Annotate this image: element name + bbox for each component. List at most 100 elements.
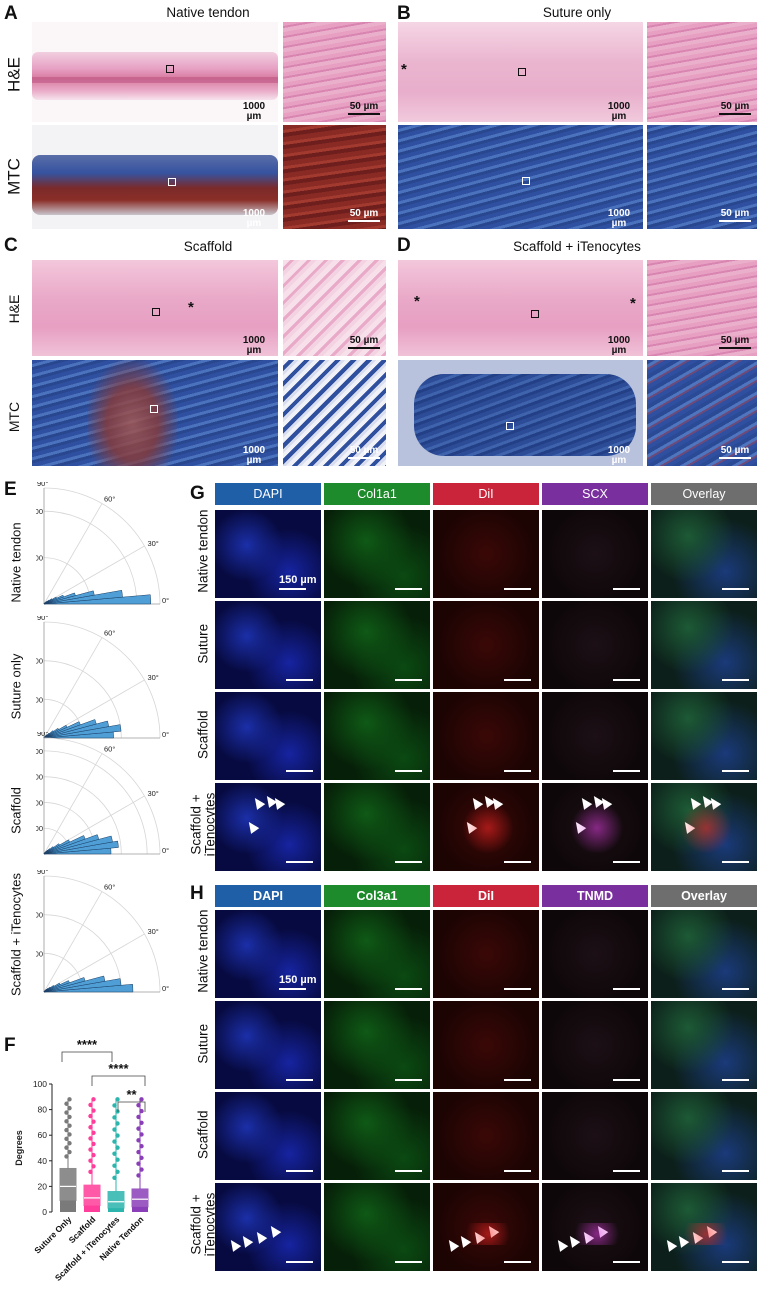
panel-label-c: C [4, 235, 18, 256]
outlier-point [88, 1102, 93, 1108]
outlier-point [139, 1167, 144, 1172]
scale-bar [286, 770, 313, 772]
lower-whisker [60, 1200, 76, 1212]
box [59, 1167, 77, 1201]
category-label: Native Tendon [97, 1214, 145, 1262]
outlier-point [91, 1130, 96, 1136]
micrograph-c-mtc-low: 1000 µm [32, 360, 278, 466]
fluorescence-image: 150 µm [215, 510, 321, 598]
grid-spoke [43, 637, 103, 739]
row-label: Suture [195, 623, 211, 664]
fluorescence-image [433, 1001, 539, 1089]
panel-title-c: Scaffold [183, 239, 233, 254]
scale-bar [395, 988, 422, 990]
grid-arc [43, 750, 148, 855]
angle-tick-label: 60° [104, 883, 115, 892]
outlier-point [91, 1108, 96, 1113]
angle-tick-label: 30° [147, 927, 158, 936]
scale-bar [722, 1261, 749, 1263]
scale-bar: 1000 µm [236, 446, 272, 466]
channel-header: Col1a1 [324, 483, 430, 505]
stain-label-c-mtc: MTC [6, 401, 22, 433]
micrograph-b-he-high: 50 µm [647, 22, 757, 122]
grid-spoke [43, 503, 103, 605]
grid-spoke [43, 891, 103, 993]
fluorescence-image [433, 510, 539, 598]
outlier-point [112, 1139, 117, 1144]
y-tick-label: 80 [38, 1105, 48, 1115]
micrograph-a-he-low: 1000 µm [32, 22, 278, 122]
micrograph-b-mtc-high: 50 µm [647, 125, 757, 229]
fluorescence-image [324, 1001, 430, 1089]
panel-title-a: Native tendon [166, 5, 250, 20]
fluorescence-image [215, 601, 321, 689]
angle-tick-label: 90° [37, 732, 48, 738]
outer-arc [43, 737, 161, 855]
box [83, 1184, 101, 1207]
micrograph-d-he-high: 50 µm [647, 260, 757, 356]
angle-tick-label: 0° [162, 984, 169, 993]
rose-group-label: Scaffold + iTenocytes [8, 873, 24, 996]
grid-arc [43, 914, 122, 993]
scale-bar [504, 770, 531, 772]
significance-label: **** [77, 1037, 98, 1052]
r-tick-label: 1000 [36, 554, 43, 563]
outlier-point [91, 1097, 96, 1102]
fluorescence-image [324, 601, 430, 689]
angle-tick-label: 90° [37, 870, 48, 876]
asterisk: * [414, 293, 420, 310]
outlier-point [67, 1149, 72, 1155]
fluorescence-image [542, 1092, 648, 1180]
outlier-point [67, 1105, 72, 1111]
fluorescence-image [542, 1001, 648, 1089]
outlier-point [112, 1163, 117, 1168]
r-tick-label: 1000 [36, 911, 43, 920]
outlier-point [136, 1138, 141, 1143]
outlier-point [91, 1119, 96, 1124]
outer-arc [43, 875, 161, 993]
fluorescence-image [433, 692, 539, 780]
micrograph-a-mtc-high: 50 µm [283, 125, 386, 229]
grid-arc [43, 776, 122, 855]
roi-marker [168, 178, 176, 186]
outlier-point [136, 1161, 141, 1166]
outlier-point [64, 1145, 69, 1150]
fluorescence-image [542, 692, 648, 780]
scale-bar: 1000 µm [236, 102, 272, 122]
scale-bar [504, 861, 531, 863]
outlier-point [91, 1164, 96, 1169]
scale-bar [613, 588, 640, 590]
scale-bar: 50 µm [719, 102, 751, 115]
scale-bar [613, 770, 640, 772]
outer-arc [43, 621, 161, 739]
outlier-point [139, 1132, 144, 1137]
scale-bar [279, 988, 306, 990]
outlier-point [91, 1152, 96, 1158]
rose-plot-native: 1000 2000 0° 30° 60° 90° [36, 482, 169, 605]
scale-bar: 50 µm [348, 446, 380, 459]
outlier-point [64, 1136, 69, 1142]
scale-bar: 1000 µm [601, 209, 637, 229]
scale-bar-label: 150 µm [279, 974, 317, 986]
scale-bar [722, 1079, 749, 1081]
panel-label-e: E [4, 479, 17, 500]
asterisk: * [401, 61, 407, 78]
outlier-point [115, 1133, 120, 1138]
fluorescence-image [215, 1183, 321, 1271]
scale-bar [504, 1261, 531, 1263]
channel-header: SCX [542, 483, 648, 505]
roi-marker [531, 310, 539, 318]
outlier-point [115, 1121, 120, 1126]
arrowhead-marker [244, 819, 260, 834]
fluorescence-image [433, 1183, 539, 1271]
rose-group-label: Scaffold [8, 787, 24, 834]
channel-header: TNMD [542, 885, 648, 907]
fluorescence-image [215, 692, 321, 780]
fluorescence-image [542, 783, 648, 871]
grid-arc [43, 660, 122, 739]
stain-label-c-he: H&E [6, 294, 22, 324]
outlier-point [67, 1132, 72, 1137]
outer-arc [43, 487, 161, 605]
outlier-point [136, 1126, 141, 1131]
channel-header: Overlay [651, 885, 757, 907]
